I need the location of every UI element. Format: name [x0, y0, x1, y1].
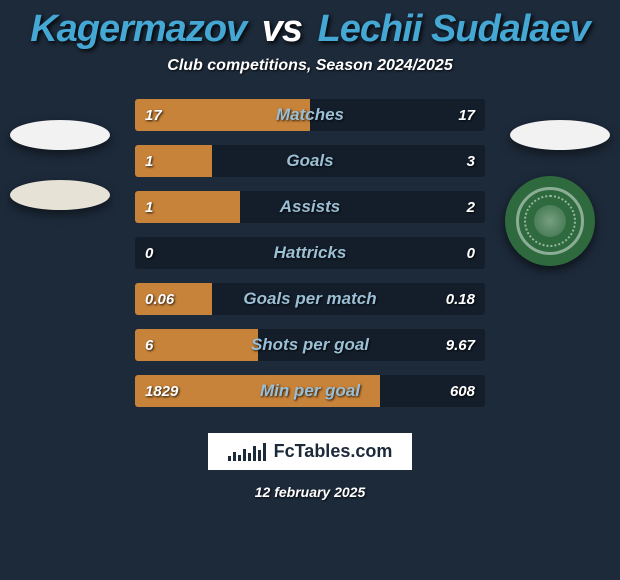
team-oval — [510, 120, 610, 150]
stat-label: Shots per goal — [135, 329, 485, 361]
player2-name: Lechii Sudalaev — [318, 8, 590, 50]
stat-label: Min per goal — [135, 375, 485, 407]
footer-date: 12 february 2025 — [255, 484, 366, 500]
comparison-infographic: Kagermazov vs Lechii Sudalaev Club compe… — [0, 0, 620, 580]
brand-box: FcTables.com — [208, 433, 413, 470]
player1-name: Kagermazov — [30, 8, 246, 50]
stat-row: 1717Matches — [135, 99, 485, 131]
stat-label: Matches — [135, 99, 485, 131]
stat-row: 00Hattricks — [135, 237, 485, 269]
bar-chart-icon — [228, 443, 266, 461]
stat-row: 12Assists — [135, 191, 485, 223]
page-title: Kagermazov vs Lechii Sudalaev — [30, 8, 590, 51]
stat-label: Hattricks — [135, 237, 485, 269]
vs-text: vs — [262, 8, 302, 50]
club-badge-ring — [516, 187, 584, 255]
stat-row: 69.67Shots per goal — [135, 329, 485, 361]
subtitle: Club competitions, Season 2024/2025 — [167, 57, 452, 75]
stat-label: Goals per match — [135, 283, 485, 315]
club-badge-center — [534, 205, 566, 237]
right-team-ovals — [510, 120, 610, 150]
brand-text: FcTables.com — [274, 441, 393, 462]
left-team-ovals — [10, 120, 110, 210]
team-oval — [10, 120, 110, 150]
stat-row: 0.060.18Goals per match — [135, 283, 485, 315]
team-oval — [10, 180, 110, 210]
stat-label: Assists — [135, 191, 485, 223]
stat-label: Goals — [135, 145, 485, 177]
stat-row: 13Goals — [135, 145, 485, 177]
club-badge — [505, 176, 595, 266]
stat-row: 1829608Min per goal — [135, 375, 485, 407]
comparison-bars: 1717Matches 13Goals 12Assists 00Hattricks 0.… — [135, 99, 485, 407]
